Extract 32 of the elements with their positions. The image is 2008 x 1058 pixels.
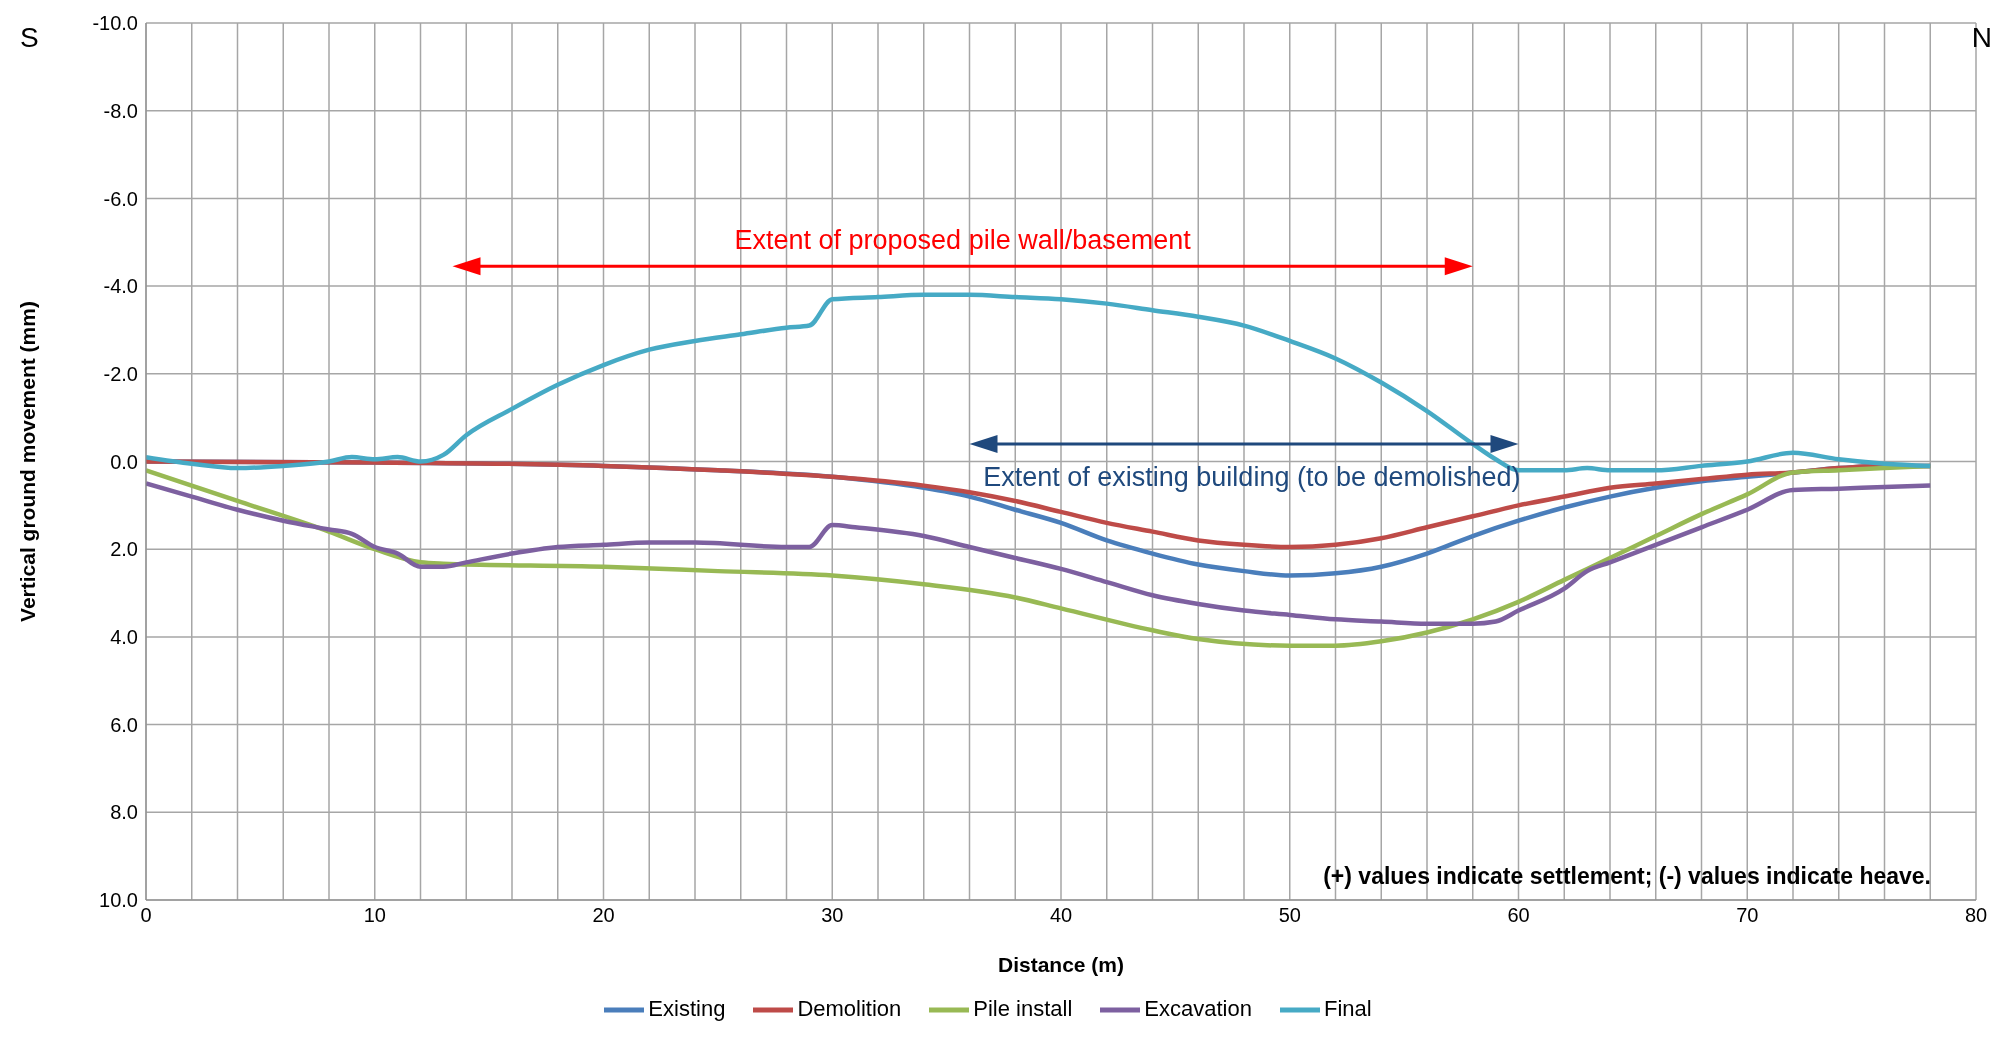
y-tick-label: 2.0: [110, 538, 138, 561]
y-axis-title: Vertical ground movement (mm): [16, 301, 40, 622]
y-tick-label: 8.0: [110, 801, 138, 824]
legend-label: Demolition: [797, 995, 902, 1021]
x-tick-label: 50: [1278, 904, 1301, 927]
y-tick-label: -10.0: [92, 12, 138, 35]
x-tick-label: 20: [592, 904, 615, 927]
x-axis-title: Distance (m): [997, 953, 1125, 976]
x-tick-label: 30: [821, 904, 844, 927]
annotation: (+) values indicate settlement; (-) values indicate heave.: [1323, 863, 1931, 889]
y-tick-label: -2.0: [103, 362, 138, 385]
x-tick-label: 70: [1736, 904, 1759, 927]
legend-label: Final: [1323, 995, 1372, 1021]
y-tick-label: 6.0: [110, 713, 138, 736]
y-tick-label: 10.0: [99, 889, 138, 912]
x-tick-label: 10: [363, 904, 386, 927]
annotation: N: [1971, 22, 1992, 53]
y-tick-label: 4.0: [110, 626, 138, 648]
legend-label: Excavation: [1144, 995, 1252, 1021]
x-tick-label: 40: [1049, 904, 1073, 927]
annotation: Extent of proposed pile wall/basement: [734, 225, 1192, 256]
y-tick-label: -4.0: [103, 275, 138, 298]
text: S: [20, 22, 39, 53]
y-tick-label: 0.0: [110, 450, 138, 473]
annotation: Extent of existing building (to be demolished): [983, 462, 1521, 493]
y-tick-label: -6.0: [103, 187, 138, 210]
x-tick-label: 60: [1507, 904, 1530, 927]
y-tick-label: -8.0: [103, 99, 138, 122]
x-tick-label: 0: [140, 904, 152, 927]
legend-label: Pile install: [973, 995, 1073, 1021]
legend-label: Existing: [648, 995, 726, 1021]
x-tick-label: 80: [1964, 904, 1988, 927]
